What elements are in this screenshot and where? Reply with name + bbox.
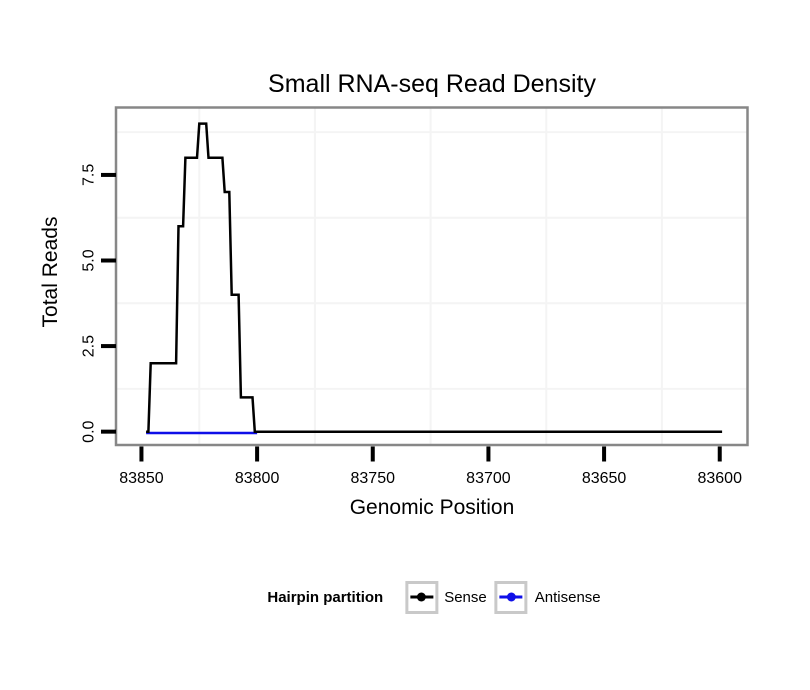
chart-title: Small RNA-seq Read Density xyxy=(268,70,596,98)
legend: Hairpin partition Sense Antisense xyxy=(267,580,601,614)
x-tick-label: 83800 xyxy=(235,470,280,487)
legend-key-antisense xyxy=(494,580,528,614)
legend-key-sense xyxy=(405,580,439,614)
sense-point-swatch xyxy=(417,592,427,602)
y-tick-label: 5.0 xyxy=(81,249,98,271)
panel-border xyxy=(114,106,749,447)
plot-area: 83850 83800 83750 83700 83650 83600 0.0 2.5 5.0 7… xyxy=(80,106,749,487)
y-tick xyxy=(101,172,116,177)
y-tick xyxy=(101,344,116,349)
x-tick-label: 83600 xyxy=(697,470,742,487)
x-tick xyxy=(602,446,607,462)
x-tick xyxy=(139,446,144,462)
x-tick-label: 83700 xyxy=(466,470,511,487)
x-tick xyxy=(486,446,491,462)
x-tick xyxy=(717,446,722,462)
legend-label-sense: Sense xyxy=(444,588,487,606)
y-tick-label: 0.0 xyxy=(80,420,97,442)
series-line-sense xyxy=(146,122,723,433)
y-tick xyxy=(101,429,116,434)
x-tick-label: 83750 xyxy=(351,470,396,487)
y-tick xyxy=(101,258,116,263)
y-tick-label: 7.5 xyxy=(81,164,98,186)
legend-title: Hairpin partition xyxy=(267,588,384,606)
x-axis-title: Genomic Position xyxy=(349,496,515,519)
antisense-point-swatch xyxy=(506,592,516,602)
y-tick-label: 2.5 xyxy=(80,335,97,357)
x-tick xyxy=(255,446,260,462)
x-tick-label: 83650 xyxy=(582,470,627,487)
legend-label-antisense: Antisense xyxy=(534,588,601,606)
x-tick xyxy=(370,446,375,462)
x-tick-label: 83850 xyxy=(119,470,164,487)
